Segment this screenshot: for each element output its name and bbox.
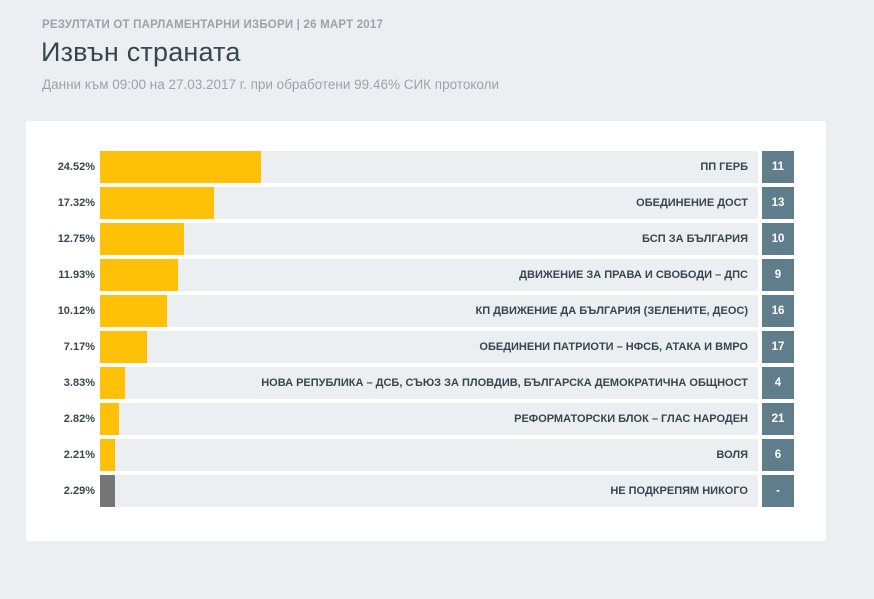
percent-label: 12.75% bbox=[57, 233, 95, 245]
ballot-number-badge: 9 bbox=[762, 259, 794, 291]
ballot-number-badge: 11 bbox=[762, 151, 794, 183]
party-name: НЕ ПОДКРЕПЯМ НИКОГО bbox=[610, 485, 748, 497]
party-name: ПП ГЕРБ bbox=[700, 161, 748, 173]
result-row: 11.93% ДВИЖЕНИЕ ЗА ПРАВА И СВОБОДИ – ДПС 9 bbox=[26, 259, 826, 291]
page-title: Извън страната bbox=[41, 37, 241, 67]
party-name: ВОЛЯ bbox=[716, 449, 748, 461]
percent-label: 24.52% bbox=[57, 161, 95, 173]
bar-fill bbox=[100, 367, 126, 399]
party-name: ДВИЖЕНИЕ ЗА ПРАВА И СВОБОДИ – ДПС bbox=[519, 269, 748, 281]
party-name: КП ДВИЖЕНИЕ ДА БЪЛГАРИЯ (ЗЕЛЕНИТЕ, ДЕОС) bbox=[475, 305, 749, 317]
bar-fill bbox=[100, 187, 214, 219]
bar-track: БСП ЗА БЪЛГАРИЯ bbox=[100, 223, 758, 255]
percent-label: 7.17% bbox=[63, 341, 95, 353]
bar-fill bbox=[100, 331, 148, 363]
percent-label: 2.29% bbox=[63, 485, 95, 497]
result-row: 24.52% ПП ГЕРБ 11 bbox=[26, 151, 826, 183]
percent-label: 10.12% bbox=[57, 305, 95, 317]
bar-fill bbox=[100, 223, 184, 255]
party-name: ОБЕДИНЕНИ ПАТРИОТИ – НФСБ, АТАКА И ВМРО bbox=[479, 341, 748, 353]
result-row: 17.32% ОБЕДИНЕНИЕ ДОСТ 13 bbox=[26, 187, 826, 219]
party-name: БСП ЗА БЪЛГАРИЯ bbox=[642, 233, 748, 245]
result-row: 2.82% РЕФОРМАТОРСКИ БЛОК – ГЛАС НАРОДЕН 21 bbox=[26, 403, 826, 435]
bar-fill bbox=[100, 475, 116, 507]
bar-fill bbox=[100, 151, 262, 183]
percent-label: 17.32% bbox=[57, 197, 95, 209]
percent-label: 2.21% bbox=[63, 449, 95, 461]
bar-fill bbox=[100, 439, 115, 471]
result-row: 10.12% КП ДВИЖЕНИЕ ДА БЪЛГАРИЯ (ЗЕЛЕНИТЕ,… bbox=[26, 295, 826, 327]
ballot-number-badge: 10 bbox=[762, 223, 794, 255]
bar-track: ОБЕДИНЕНИЕ ДОСТ bbox=[100, 187, 758, 219]
header-top-label: РЕЗУЛТАТИ ОТ ПАРЛАМЕНТАРНИ ИЗБОРИ | 26 М… bbox=[42, 19, 384, 31]
bar-fill bbox=[100, 259, 179, 291]
ballot-number-badge: 13 bbox=[762, 187, 794, 219]
percent-label: 11.93% bbox=[58, 269, 95, 281]
bar-track: РЕФОРМАТОРСКИ БЛОК – ГЛАС НАРОДЕН bbox=[100, 403, 758, 435]
bar-track: ВОЛЯ bbox=[100, 439, 758, 471]
bar-track: НЕ ПОДКРЕПЯМ НИКОГО bbox=[100, 475, 758, 507]
bar-track: ОБЕДИНЕНИ ПАТРИОТИ – НФСБ, АТАКА И ВМРО bbox=[100, 331, 758, 363]
bar-track: ПП ГЕРБ bbox=[100, 151, 758, 183]
result-row: 2.21% ВОЛЯ 6 bbox=[26, 439, 826, 471]
percent-label: 3.83% bbox=[63, 377, 95, 389]
bar-track: КП ДВИЖЕНИЕ ДА БЪЛГАРИЯ (ЗЕЛЕНИТЕ, ДЕОС) bbox=[100, 295, 758, 327]
ballot-number-badge: - bbox=[762, 475, 794, 507]
ballot-number-badge: 4 bbox=[762, 367, 794, 399]
bar-track: НОВА РЕПУБЛИКА – ДСБ, СЪЮЗ ЗА ПЛОВДИВ, Б… bbox=[100, 367, 758, 399]
bar-fill bbox=[100, 295, 167, 327]
result-row: 3.83% НОВА РЕПУБЛИКА – ДСБ, СЪЮЗ ЗА ПЛОВД… bbox=[26, 367, 826, 399]
result-row: 12.75% БСП ЗА БЪЛГАРИЯ 10 bbox=[26, 223, 826, 255]
ballot-number-badge: 6 bbox=[762, 439, 794, 471]
bar-fill bbox=[100, 403, 119, 435]
party-name: РЕФОРМАТОРСКИ БЛОК – ГЛАС НАРОДЕН bbox=[514, 413, 748, 425]
ballot-number-badge: 21 bbox=[762, 403, 794, 435]
bar-track: ДВИЖЕНИЕ ЗА ПРАВА И СВОБОДИ – ДПС bbox=[100, 259, 758, 291]
party-name: ОБЕДИНЕНИЕ ДОСТ bbox=[636, 197, 748, 209]
result-row: 7.17% ОБЕДИНЕНИ ПАТРИОТИ – НФСБ, АТАКА И … bbox=[26, 331, 826, 363]
page-subtitle: Данни към 09:00 на 27.03.2017 г. при обр… bbox=[42, 77, 500, 92]
result-row: 2.29% НЕ ПОДКРЕПЯМ НИКОГО - bbox=[26, 475, 826, 507]
ballot-number-badge: 17 bbox=[762, 331, 794, 363]
percent-label: 2.82% bbox=[63, 413, 95, 425]
party-name: НОВА РЕПУБЛИКА – ДСБ, СЪЮЗ ЗА ПЛОВДИВ, Б… bbox=[261, 377, 748, 389]
results-chart-card: 24.52% ПП ГЕРБ 11 17.32% ОБЕДИНЕНИЕ ДОСТ 13 12… bbox=[26, 121, 826, 541]
ballot-number-badge: 16 bbox=[762, 295, 794, 327]
